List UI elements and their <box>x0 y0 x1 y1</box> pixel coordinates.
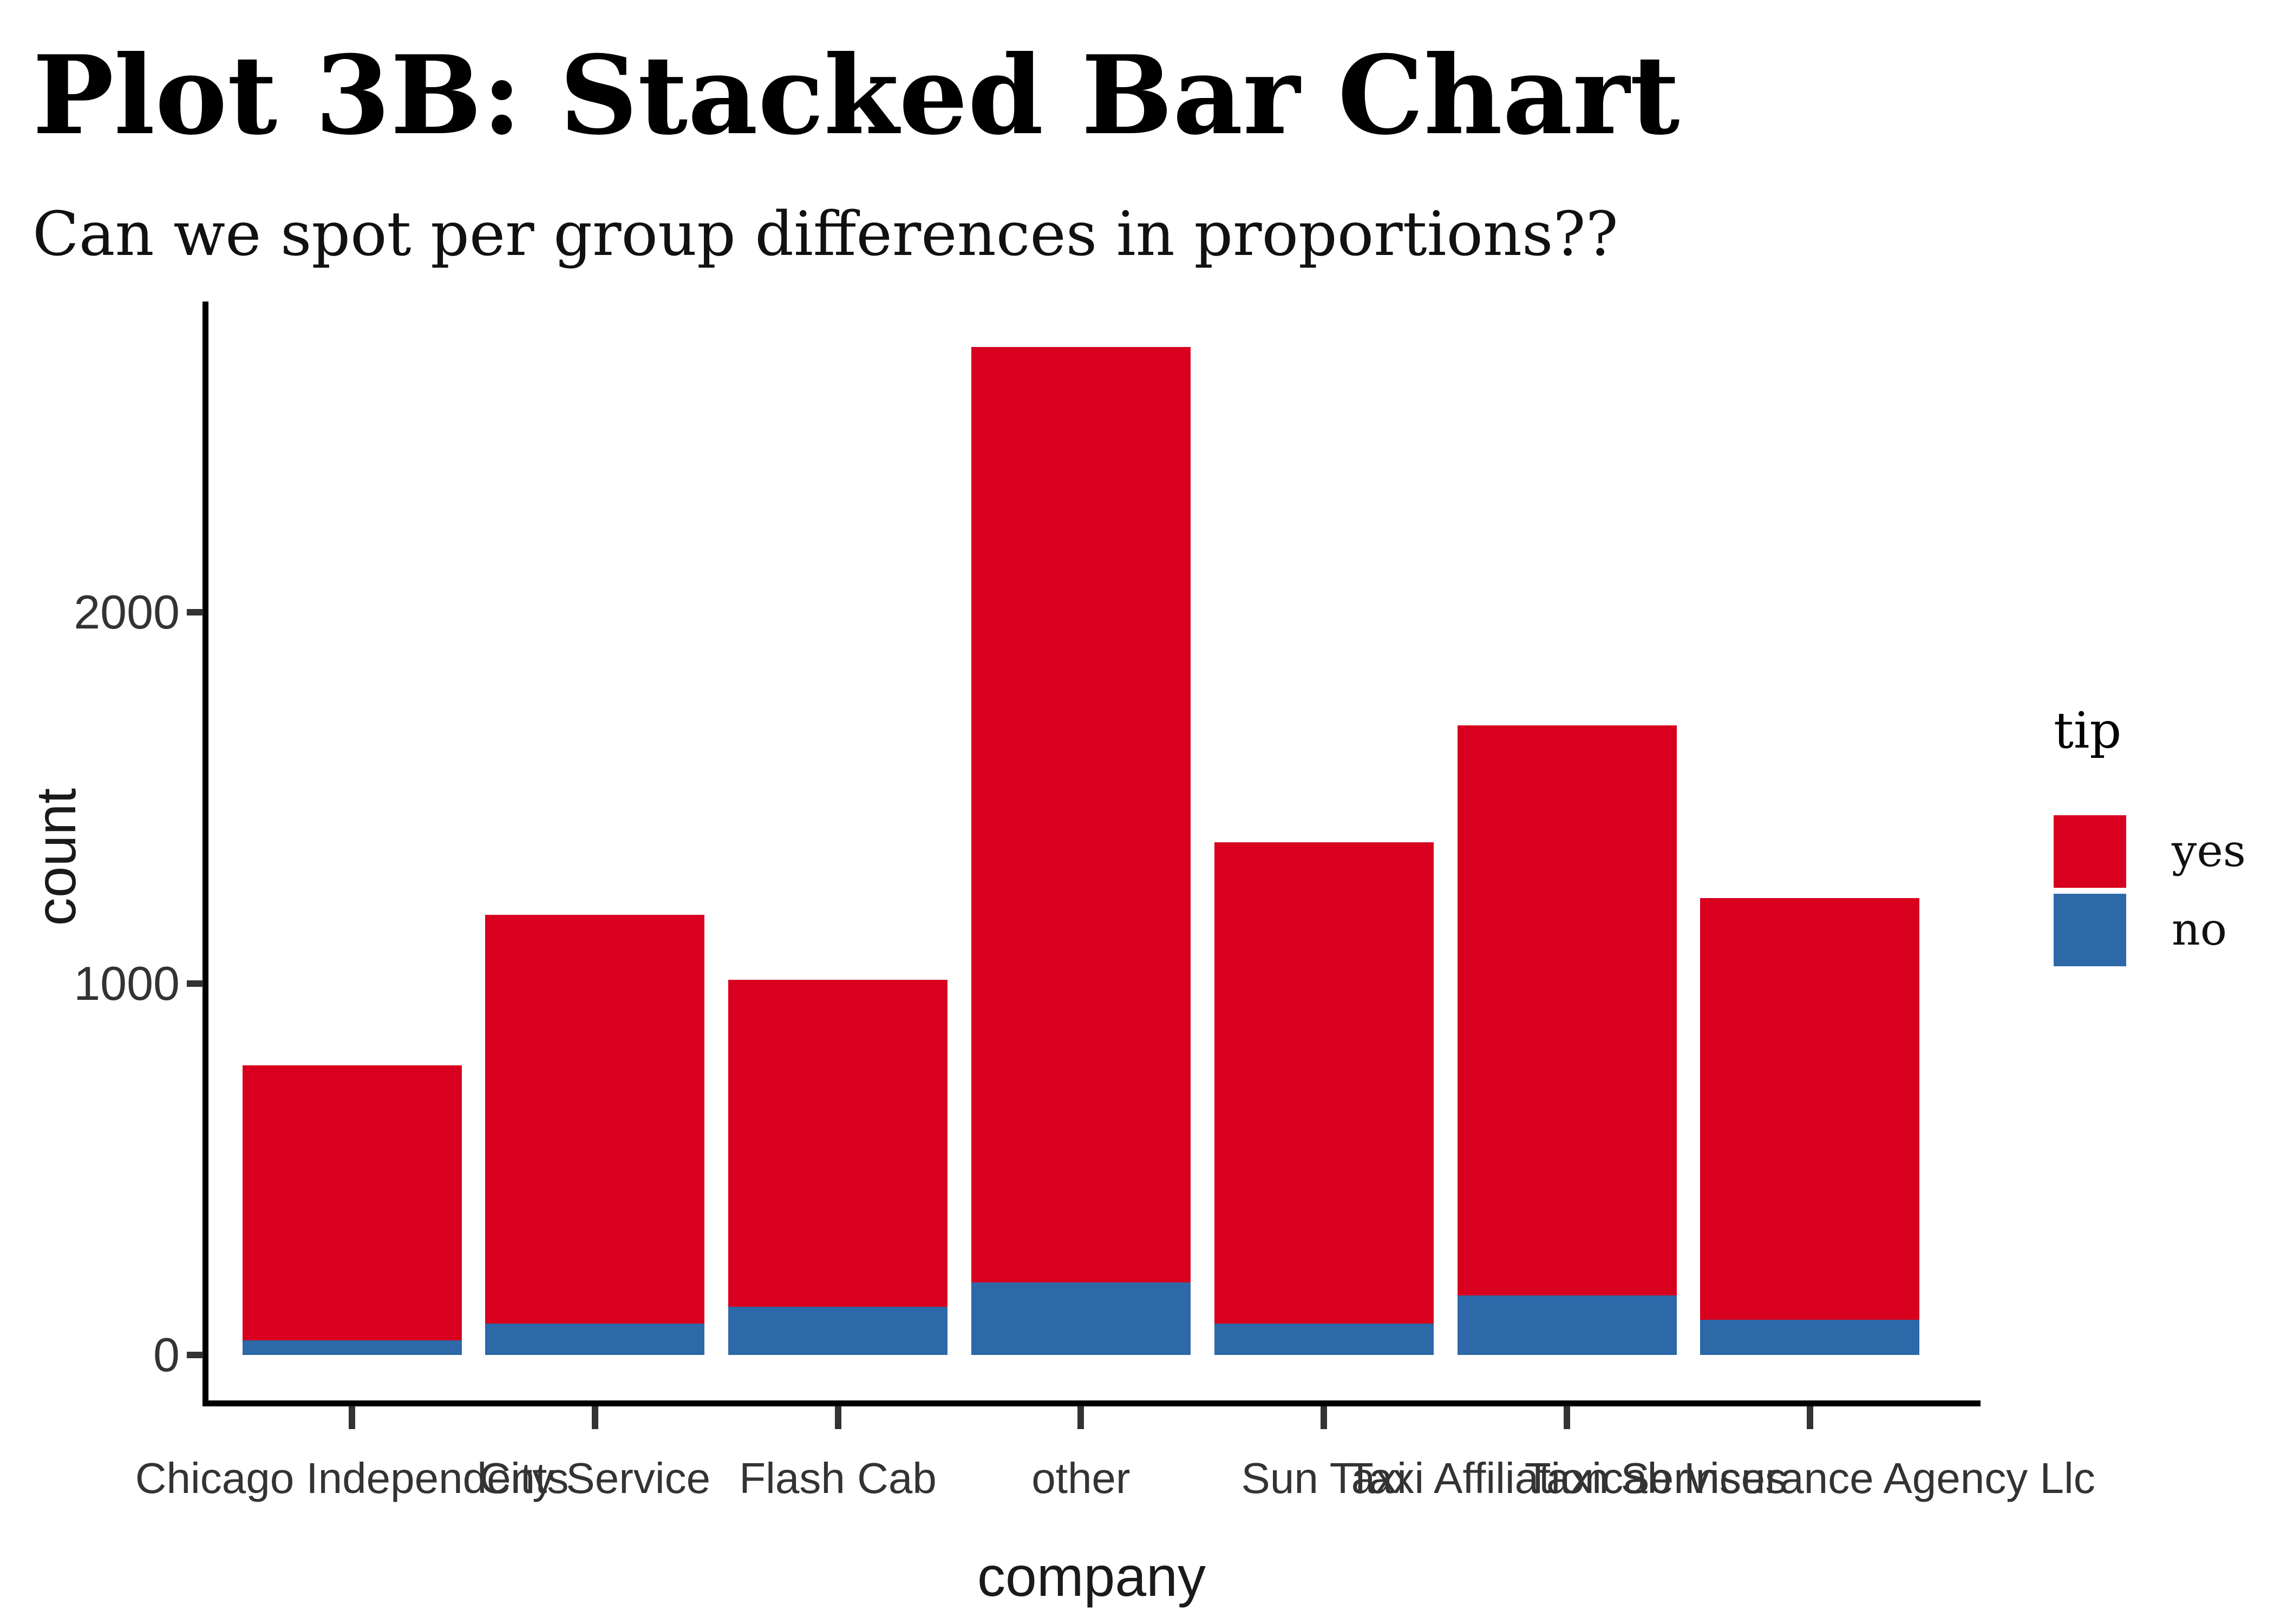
chart-title: Plot 3B: Stacked Bar Chart <box>32 32 1680 159</box>
legend-title: tip <box>2054 702 2122 759</box>
x-axis-tick <box>834 1406 841 1429</box>
bar-segment-no-3 <box>971 1282 1191 1355</box>
bar-segment-yes-0 <box>242 1065 462 1340</box>
x-axis-line <box>202 1400 1981 1406</box>
x-axis-title: company <box>977 1546 1206 1608</box>
y-axis-tick <box>187 1352 203 1358</box>
bar-segment-no-1 <box>485 1323 705 1355</box>
y-axis-line <box>202 302 208 1406</box>
x-axis-category-label: Taxi Affiliation Services <box>1347 1454 1787 1502</box>
y-axis-tick-label: 2000 <box>74 585 180 639</box>
x-axis-tick <box>349 1406 355 1429</box>
y-axis-title: count <box>25 788 88 926</box>
legend-label-yes: yes <box>2172 826 2246 877</box>
bar-segment-no-6 <box>1700 1319 1920 1355</box>
x-axis-category-label: other <box>1031 1454 1131 1502</box>
bar-segment-yes-6 <box>1700 898 1920 1320</box>
bar-segment-yes-1 <box>485 915 705 1324</box>
y-axis-tick <box>187 609 203 615</box>
x-axis-tick <box>591 1406 598 1429</box>
legend: tip yes no <box>2054 704 2270 1029</box>
x-axis-category-label: Sun Taxi <box>1241 1454 1407 1502</box>
bar-segment-yes-2 <box>728 980 948 1307</box>
bar-segment-no-5 <box>1457 1295 1677 1355</box>
chart-subtitle: Can we spot per group differences in pro… <box>32 199 1618 270</box>
bar-segment-no-2 <box>728 1306 948 1355</box>
y-axis-tick-label: 0 <box>153 1328 180 1381</box>
bar-segment-yes-3 <box>971 346 1191 1283</box>
bar-segment-no-0 <box>242 1340 462 1355</box>
y-axis-tick-label: 1000 <box>74 957 180 1010</box>
bar-segment-yes-4 <box>1214 842 1434 1324</box>
x-axis-tick <box>1321 1406 1328 1429</box>
y-axis-tick <box>187 980 203 987</box>
bar-segment-yes-5 <box>1457 725 1677 1296</box>
x-axis-category-label: Flash Cab <box>739 1454 937 1502</box>
x-axis-tick <box>1806 1406 1813 1429</box>
x-axis-category-label: Taxicab Insurance Agency Llc <box>1524 1454 2095 1502</box>
x-axis-category-label: Chicago Independents <box>135 1454 569 1502</box>
x-axis-tick <box>1564 1406 1570 1429</box>
bar-segment-no-4 <box>1214 1323 1434 1355</box>
legend-key-yes <box>2054 815 2126 888</box>
x-axis-tick <box>1077 1406 1084 1429</box>
legend-label-no: no <box>2172 904 2227 955</box>
x-axis-category-label: City Service <box>479 1454 711 1502</box>
legend-key-no <box>2054 894 2126 966</box>
